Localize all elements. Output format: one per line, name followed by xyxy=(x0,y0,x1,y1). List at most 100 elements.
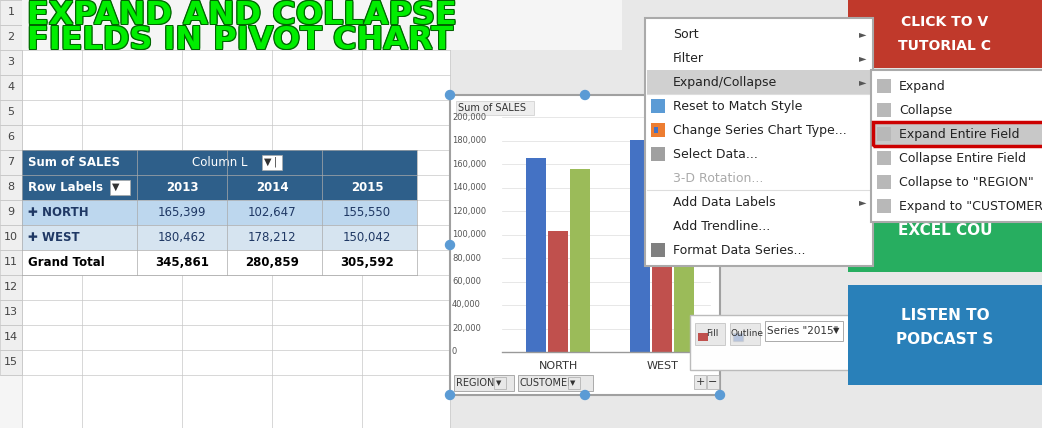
Bar xyxy=(22,150,417,175)
Bar xyxy=(0,0,450,428)
Bar xyxy=(877,103,891,117)
Text: 100,000: 100,000 xyxy=(452,230,487,239)
Circle shape xyxy=(580,390,590,399)
Bar xyxy=(22,225,417,250)
Bar xyxy=(0,250,22,275)
Text: 40,000: 40,000 xyxy=(452,300,480,309)
Text: 178,212: 178,212 xyxy=(248,231,296,244)
Text: EXPAND AND COLLAPSE: EXPAND AND COLLAPSE xyxy=(26,0,455,30)
Text: 60,000: 60,000 xyxy=(452,277,481,286)
Text: ►: ► xyxy=(860,29,867,39)
Bar xyxy=(526,158,546,352)
Text: Filter: Filter xyxy=(673,51,704,65)
Text: 3: 3 xyxy=(7,57,15,67)
Text: 2015: 2015 xyxy=(351,181,383,193)
Text: Sum of SALES: Sum of SALES xyxy=(28,155,120,169)
Text: FIELDS IN PIVOT CHART: FIELDS IN PIVOT CHART xyxy=(28,24,454,56)
Bar xyxy=(22,250,417,275)
Bar xyxy=(877,151,891,165)
Text: ▼: ▼ xyxy=(111,182,120,192)
Text: Change Series Chart Type...: Change Series Chart Type... xyxy=(673,124,847,137)
Bar xyxy=(659,129,663,133)
Text: Expand Entire Field: Expand Entire Field xyxy=(899,128,1019,140)
Text: 1: 1 xyxy=(7,7,15,17)
Text: 102,647: 102,647 xyxy=(248,205,296,219)
Bar xyxy=(0,50,22,75)
Text: 4: 4 xyxy=(7,82,15,92)
Text: Grand Total: Grand Total xyxy=(28,256,105,268)
Text: FIELDS IN PIVOT CHART: FIELDS IN PIVOT CHART xyxy=(27,24,453,56)
Text: 0: 0 xyxy=(452,348,457,357)
Bar xyxy=(0,225,22,250)
Bar xyxy=(731,238,741,247)
Text: EXPAND AND COLLAPSE: EXPAND AND COLLAPSE xyxy=(27,0,456,32)
Text: 2014: 2014 xyxy=(255,181,289,193)
Text: FIELDS IN PIVOT CHART: FIELDS IN PIVOT CHART xyxy=(27,26,453,56)
Text: Add Trendline...: Add Trendline... xyxy=(673,220,770,232)
Bar xyxy=(645,18,873,266)
Bar xyxy=(568,377,580,389)
Text: WEST: WEST xyxy=(646,361,678,371)
Bar xyxy=(698,333,708,341)
Circle shape xyxy=(716,390,724,399)
Text: EXPAND AND COLLAPSE: EXPAND AND COLLAPSE xyxy=(28,0,457,32)
Text: Reset to Match Style: Reset to Match Style xyxy=(673,99,802,113)
Text: 180,000: 180,000 xyxy=(452,136,487,145)
Circle shape xyxy=(446,241,454,250)
Bar xyxy=(630,140,650,352)
Text: EXPAND AND COLLAPSE: EXPAND AND COLLAPSE xyxy=(28,0,457,30)
Text: ▼: ▼ xyxy=(833,327,840,336)
Text: 2015: 2015 xyxy=(745,238,773,248)
Text: 10: 10 xyxy=(4,232,18,242)
Text: 6: 6 xyxy=(7,132,15,142)
Bar xyxy=(873,122,1042,146)
Text: 2013: 2013 xyxy=(745,206,773,216)
Text: 120,000: 120,000 xyxy=(452,206,487,216)
Text: ✚ NORTH: ✚ NORTH xyxy=(28,205,89,219)
Text: 305,592: 305,592 xyxy=(340,256,394,268)
Bar xyxy=(728,183,790,199)
Text: 5: 5 xyxy=(7,107,15,117)
Bar xyxy=(848,285,1042,385)
Bar xyxy=(22,200,417,225)
Bar xyxy=(0,300,22,325)
Text: FIELDS IN PIVOT CHART: FIELDS IN PIVOT CHART xyxy=(26,26,452,56)
Text: Row Labels: Row Labels xyxy=(28,181,103,193)
Circle shape xyxy=(716,90,724,99)
Text: Collapse Entire Field: Collapse Entire Field xyxy=(899,152,1026,164)
Bar xyxy=(548,232,568,352)
Text: ▼: ▼ xyxy=(570,380,575,386)
Text: Expand/Collapse: Expand/Collapse xyxy=(673,75,777,89)
Circle shape xyxy=(446,390,454,399)
Bar xyxy=(0,100,22,125)
Text: 2: 2 xyxy=(7,32,15,42)
Bar xyxy=(450,95,720,395)
Text: Sum of SALES: Sum of SALES xyxy=(458,103,526,113)
Bar xyxy=(877,127,891,141)
Text: 180,462: 180,462 xyxy=(157,231,206,244)
Text: FIELDS IN PIVOT CHART: FIELDS IN PIVOT CHART xyxy=(26,24,452,56)
Text: Collapse: Collapse xyxy=(899,104,952,116)
Circle shape xyxy=(716,241,724,250)
Text: Expand: Expand xyxy=(899,80,946,92)
Bar xyxy=(848,0,1042,68)
Text: EXPAND AND COLLAPSE: EXPAND AND COLLAPSE xyxy=(28,0,457,30)
Bar xyxy=(765,321,843,341)
Text: ▼: ▼ xyxy=(264,157,272,167)
Text: 160,000: 160,000 xyxy=(452,160,487,169)
Circle shape xyxy=(580,90,590,99)
Bar xyxy=(877,199,891,213)
Text: Select Data...: Select Data... xyxy=(673,148,758,160)
Text: ►: ► xyxy=(860,77,867,87)
Circle shape xyxy=(446,90,454,99)
Text: |: | xyxy=(274,157,277,167)
Text: FIELDS IN PIVOT CHART: FIELDS IN PIVOT CHART xyxy=(27,24,453,54)
Text: Fill: Fill xyxy=(705,330,718,339)
Text: Format Data Series...: Format Data Series... xyxy=(673,244,805,256)
Text: EXPAND AND COLLAPSE: EXPAND AND COLLAPSE xyxy=(27,0,456,30)
Bar xyxy=(494,377,506,389)
Text: LISTEN TO: LISTEN TO xyxy=(900,307,989,323)
Bar xyxy=(110,180,130,195)
Bar xyxy=(651,123,665,137)
Text: ►: ► xyxy=(860,53,867,63)
